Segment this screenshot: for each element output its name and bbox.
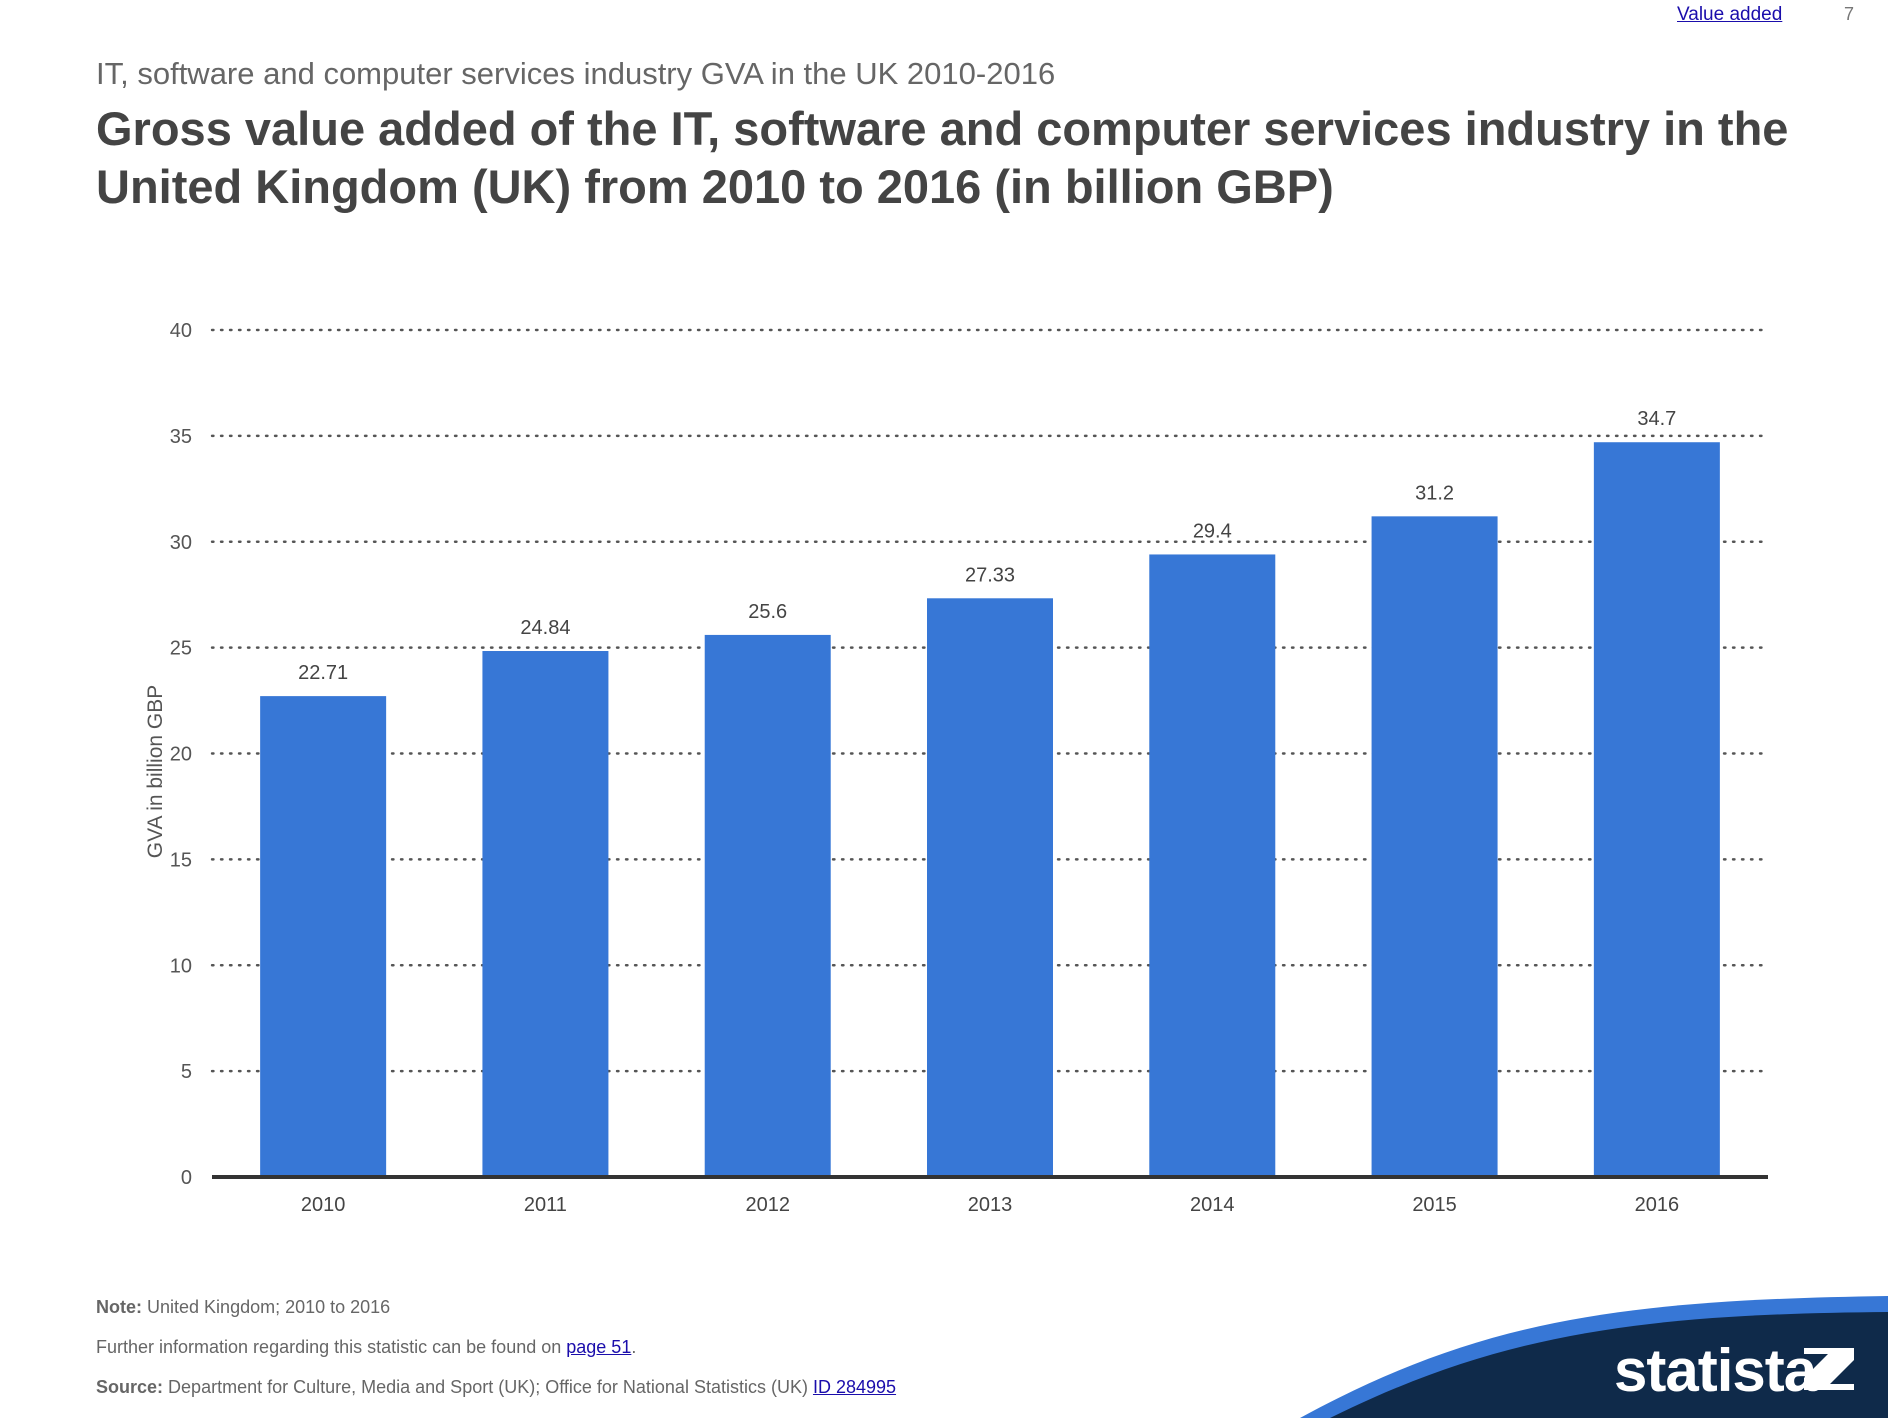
bar-2013 <box>927 598 1053 1177</box>
x-tick-label: 2016 <box>1635 1194 1680 1216</box>
page-subtitle: IT, software and computer services indus… <box>96 56 1056 91</box>
data-label: 31.2 <box>1415 482 1454 504</box>
y-tick-label: 25 <box>170 638 192 660</box>
statista-mark-icon <box>1804 1348 1854 1390</box>
x-tick-label: 2013 <box>968 1194 1013 1216</box>
x-axis-ticks: 2010 2011 2012 2013 2014 2015 2016 <box>301 1194 1679 1216</box>
y-tick-label: 0 <box>181 1167 192 1189</box>
y-tick-label: 5 <box>181 1061 192 1083</box>
page-title: Gross value added of the IT, software an… <box>96 102 1789 213</box>
page-number: 7 <box>1844 4 1855 24</box>
x-tick-label: 2011 <box>524 1194 567 1216</box>
y-tick-label: 10 <box>170 955 192 977</box>
value-added-link[interactable]: Value added <box>1677 4 1783 25</box>
bar-2014 <box>1149 554 1276 1177</box>
y-axis-ticks: 0 5 10 15 20 25 30 35 40 <box>170 320 192 1189</box>
source-id-link[interactable]: ID 284995 <box>812 1377 897 1397</box>
x-tick-label: 2010 <box>301 1194 346 1216</box>
data-labels: 22.71 24.84 25.6 27.33 29.4 31.2 34.7 <box>298 408 1676 684</box>
data-label: 34.7 <box>1637 408 1676 430</box>
data-label: 24.84 <box>520 617 570 639</box>
grid-lines <box>210 328 1770 1073</box>
bar-2016 <box>1593 442 1720 1177</box>
bar-2012 <box>704 634 831 1177</box>
further-info-line: Further information regarding this stati… <box>96 1337 636 1358</box>
note-label: Note: <box>96 1297 142 1317</box>
y-tick-label: 40 <box>170 320 192 342</box>
source-text: Department for Culture, Media and Sport … <box>168 1377 808 1397</box>
source-label: Source: <box>96 1377 164 1397</box>
source-line: Source: Department for Culture, Media an… <box>96 1377 896 1398</box>
note-text: United Kingdom; 2010 to 2016 <box>147 1297 391 1317</box>
bar-2015 <box>1371 516 1498 1177</box>
bar-2011 <box>482 651 609 1177</box>
y-tick-label: 15 <box>170 849 192 871</box>
x-tick-label: 2015 <box>1412 1194 1457 1216</box>
x-tick-label: 2014 <box>1190 1194 1235 1216</box>
y-tick-label: 20 <box>170 744 192 766</box>
y-axis-label: GVA in billion GBP <box>144 685 167 859</box>
x-tick-label: 2012 <box>745 1194 790 1216</box>
data-label: 22.71 <box>298 662 348 684</box>
bars <box>260 442 1720 1177</box>
note-line: Note: United Kingdom; 2010 to 2016 <box>96 1297 390 1318</box>
y-tick-label: 30 <box>170 532 192 554</box>
swoosh-dark <box>1330 1312 1888 1418</box>
data-label: 27.33 <box>965 564 1015 586</box>
data-label: 25.6 <box>748 601 787 623</box>
further-info-suffix: . <box>631 1337 637 1357</box>
data-label: 29.4 <box>1193 520 1232 542</box>
statista-logo-text: statista <box>1614 1337 1817 1404</box>
page-51-link[interactable]: page 51 <box>566 1337 632 1357</box>
y-tick-label: 35 <box>170 426 192 448</box>
bar-2010 <box>260 696 387 1177</box>
further-info-text: Further information regarding this stati… <box>96 1337 562 1357</box>
